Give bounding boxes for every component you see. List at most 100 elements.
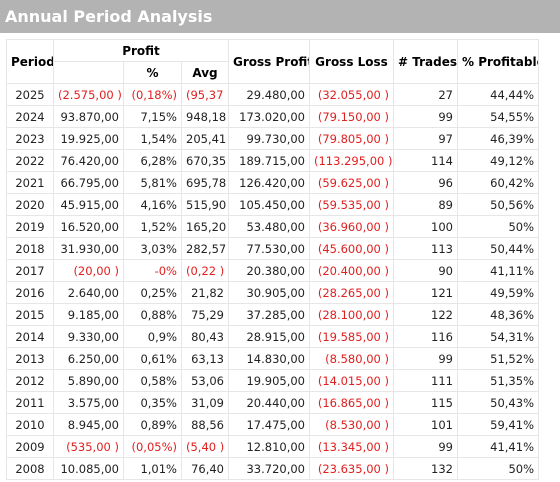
cell-profit-pct: 1,54% bbox=[123, 127, 182, 150]
cell-profit: 45.915,00 bbox=[53, 193, 124, 216]
cell-profit-avg: 948,18 bbox=[181, 105, 229, 128]
cell-profit-pct: 0,58% bbox=[123, 369, 182, 392]
cell-gross-loss: (13.345,00 ) bbox=[309, 435, 394, 458]
cell-profit-avg: 80,43 bbox=[181, 325, 229, 348]
cell-trades: 114 bbox=[393, 149, 458, 172]
column-header-profit-pct[interactable]: % bbox=[123, 61, 182, 84]
cell-profit-pct: 5,81% bbox=[123, 171, 182, 194]
cell-profit: (2.575,00 ) bbox=[53, 83, 124, 106]
table-row[interactable]: 2012 5.890,00 0,58% 53,06 19.905,00 (14.015,0… bbox=[6, 369, 539, 392]
cell-gross-loss: (20.400,00 ) bbox=[309, 259, 394, 282]
table-row[interactable]: 2024 93.870,00 7,15% 948,18 173.020,00 (79.15… bbox=[6, 105, 539, 128]
cell-pct-profitable: 49,59% bbox=[457, 281, 539, 304]
column-header-gross-loss[interactable]: Gross Loss bbox=[309, 39, 394, 84]
cell-pct-profitable: 49,12% bbox=[457, 149, 539, 172]
cell-trades: 116 bbox=[393, 325, 458, 348]
annual-analysis-table: Period Profit Gross Profit Gross Loss # … bbox=[6, 39, 539, 480]
cell-profit: (535,00 ) bbox=[53, 435, 124, 458]
cell-trades: 99 bbox=[393, 347, 458, 370]
cell-gross-loss: (113.295,00 ) bbox=[309, 149, 394, 172]
cell-profit-avg: 75,29 bbox=[181, 303, 229, 326]
column-header-profit-avg[interactable]: Avg bbox=[181, 61, 229, 84]
cell-gross-profit: 33.720,00 bbox=[228, 457, 310, 480]
cell-pct-profitable: 50,43% bbox=[457, 391, 539, 414]
table-row[interactable]: 2016 2.640,00 0,25% 21,82 30.905,00 (28.265,0… bbox=[6, 281, 539, 304]
cell-profit: 16.520,00 bbox=[53, 215, 124, 238]
cell-profit: 2.640,00 bbox=[53, 281, 124, 304]
cell-gross-profit: 14.830,00 bbox=[228, 347, 310, 370]
cell-gross-loss: (8.530,00 ) bbox=[309, 413, 394, 436]
cell-pct-profitable: 46,39% bbox=[457, 127, 539, 150]
cell-gross-loss: (36.960,00 ) bbox=[309, 215, 394, 238]
cell-period: 2021 bbox=[6, 171, 54, 194]
cell-trades: 27 bbox=[393, 83, 458, 106]
cell-gross-profit: 189.715,00 bbox=[228, 149, 310, 172]
table-row[interactable]: 2015 9.185,00 0,88% 75,29 37.285,00 (28.100,0… bbox=[6, 303, 539, 326]
cell-profit-avg: 88,56 bbox=[181, 413, 229, 436]
column-header-profit[interactable]: Profit bbox=[53, 39, 229, 62]
cell-pct-profitable: 41,11% bbox=[457, 259, 539, 282]
cell-profit-avg: 76,40 bbox=[181, 457, 229, 480]
cell-profit: 6.250,00 bbox=[53, 347, 124, 370]
cell-profit: 9.185,00 bbox=[53, 303, 124, 326]
cell-profit: 9.330,00 bbox=[53, 325, 124, 348]
table-row[interactable]: 2020 45.915,00 4,16% 515,90 105.450,00 (59.53… bbox=[6, 193, 539, 216]
cell-trades: 96 bbox=[393, 171, 458, 194]
table-row[interactable]: 2017 (20,00 ) -0% (0,22 ) 20.380,00 (20.400,0… bbox=[6, 259, 539, 282]
table-row[interactable]: 2011 3.575,00 0,35% 31,09 20.440,00 (16.865,0… bbox=[6, 391, 539, 414]
cell-period: 2016 bbox=[6, 281, 54, 304]
table-row[interactable]: 2013 6.250,00 0,61% 63,13 14.830,00 (8.580,00… bbox=[6, 347, 539, 370]
table-row[interactable]: 2021 66.795,00 5,81% 695,78 126.420,00 (59.62… bbox=[6, 171, 539, 194]
table-row[interactable]: 2023 19.925,00 1,54% 205,41 99.730,00 (79.805… bbox=[6, 127, 539, 150]
cell-profit-avg: (0,22 ) bbox=[181, 259, 229, 282]
cell-gross-profit: 29.480,00 bbox=[228, 83, 310, 106]
cell-profit-pct: 1,01% bbox=[123, 457, 182, 480]
cell-profit-pct: 7,15% bbox=[123, 105, 182, 128]
cell-period: 2014 bbox=[6, 325, 54, 348]
cell-pct-profitable: 48,36% bbox=[457, 303, 539, 326]
cell-gross-loss: (28.265,00 ) bbox=[309, 281, 394, 304]
cell-gross-loss: (16.865,00 ) bbox=[309, 391, 394, 414]
table-row[interactable]: 2008 10.085,00 1,01% 76,40 33.720,00 (23.635,… bbox=[6, 457, 539, 480]
table-row[interactable]: 2014 9.330,00 0,9% 80,43 28.915,00 (19.585,00… bbox=[6, 325, 539, 348]
column-header-gross-profit[interactable]: Gross Profit bbox=[228, 39, 310, 84]
cell-profit: 76.420,00 bbox=[53, 149, 124, 172]
cell-trades: 121 bbox=[393, 281, 458, 304]
cell-gross-loss: (79.805,00 ) bbox=[309, 127, 394, 150]
cell-period: 2008 bbox=[6, 457, 54, 480]
column-header-period[interactable]: Period bbox=[6, 39, 54, 84]
cell-profit-avg: (5,40 ) bbox=[181, 435, 229, 458]
cell-pct-profitable: 44,44% bbox=[457, 83, 539, 106]
cell-pct-profitable: 51,52% bbox=[457, 347, 539, 370]
cell-profit-avg: 282,57 bbox=[181, 237, 229, 260]
cell-gross-profit: 19.905,00 bbox=[228, 369, 310, 392]
cell-period: 2009 bbox=[6, 435, 54, 458]
cell-profit-avg: 205,41 bbox=[181, 127, 229, 150]
cell-period: 2012 bbox=[6, 369, 54, 392]
column-header-trades[interactable]: # Trades bbox=[393, 39, 458, 84]
table-row[interactable]: 2019 16.520,00 1,52% 165,20 53.480,00 (36.960… bbox=[6, 215, 539, 238]
cell-profit-avg: 670,35 bbox=[181, 149, 229, 172]
table-body: 2025 (2.575,00 ) (0,18%) (95,37 ) 29.480,00(… bbox=[6, 83, 539, 480]
cell-profit: 93.870,00 bbox=[53, 105, 124, 128]
table-row[interactable]: 2009 (535,00 ) (0,05%) (5,40 ) 12.810,00 (13.… bbox=[6, 435, 539, 458]
cell-gross-profit: 99.730,00 bbox=[228, 127, 310, 150]
cell-period: 2013 bbox=[6, 347, 54, 370]
cell-trades: 97 bbox=[393, 127, 458, 150]
column-header-profit-amount[interactable] bbox=[53, 61, 124, 84]
table-row[interactable]: 2018 31.930,00 3,03% 282,57 77.530,00 (45.600… bbox=[6, 237, 539, 260]
table-row[interactable]: 2010 8.945,00 0,89% 88,56 17.475,00 (8.530,00… bbox=[6, 413, 539, 436]
cell-trades: 122 bbox=[393, 303, 458, 326]
cell-profit: 31.930,00 bbox=[53, 237, 124, 260]
column-header-pct-profitable[interactable]: % Profitable bbox=[457, 39, 539, 84]
cell-gross-loss: (8.580,00 ) bbox=[309, 347, 394, 370]
cell-trades: 101 bbox=[393, 413, 458, 436]
cell-profit-avg: 165,20 bbox=[181, 215, 229, 238]
cell-gross-profit: 20.380,00 bbox=[228, 259, 310, 282]
cell-gross-loss: (59.625,00 ) bbox=[309, 171, 394, 194]
cell-trades: 90 bbox=[393, 259, 458, 282]
cell-trades: 99 bbox=[393, 435, 458, 458]
table-row[interactable]: 2022 76.420,00 6,28% 670,35 189.715,00 (113.2… bbox=[6, 149, 539, 172]
cell-profit-pct: 0,61% bbox=[123, 347, 182, 370]
table-row[interactable]: 2025 (2.575,00 ) (0,18%) (95,37 ) 29.480,00(… bbox=[6, 83, 539, 106]
